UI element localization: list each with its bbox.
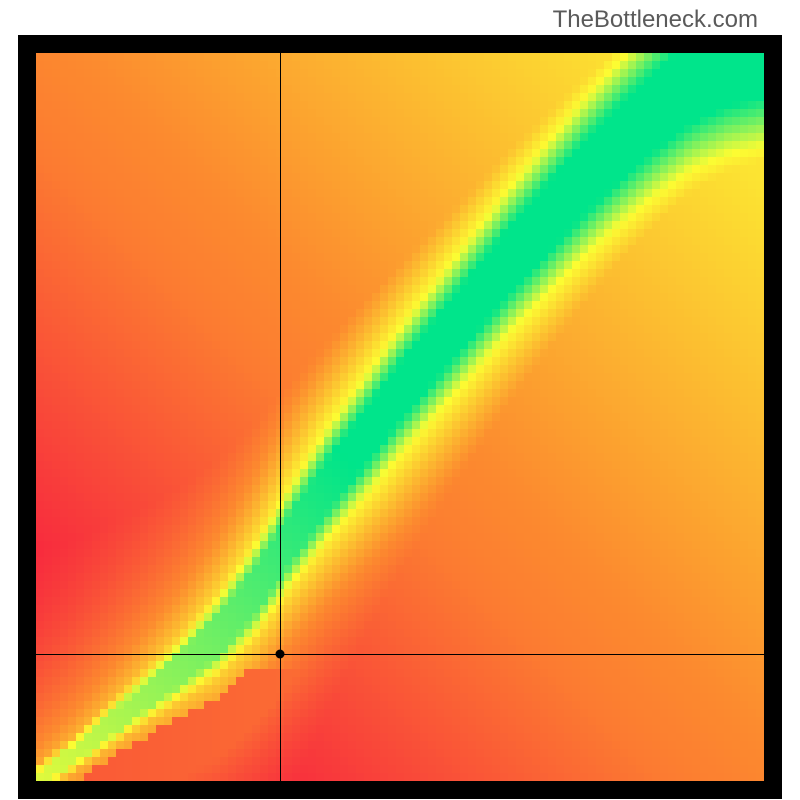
plot-area [36, 53, 764, 781]
chart-container: TheBottleneck.com [0, 0, 800, 800]
heatmap-canvas [36, 53, 764, 781]
chart-frame [18, 35, 782, 799]
watermark-text: TheBottleneck.com [553, 6, 758, 34]
crosshair-horizontal [36, 654, 764, 655]
crosshair-vertical [280, 53, 281, 781]
marker-dot [275, 649, 284, 658]
